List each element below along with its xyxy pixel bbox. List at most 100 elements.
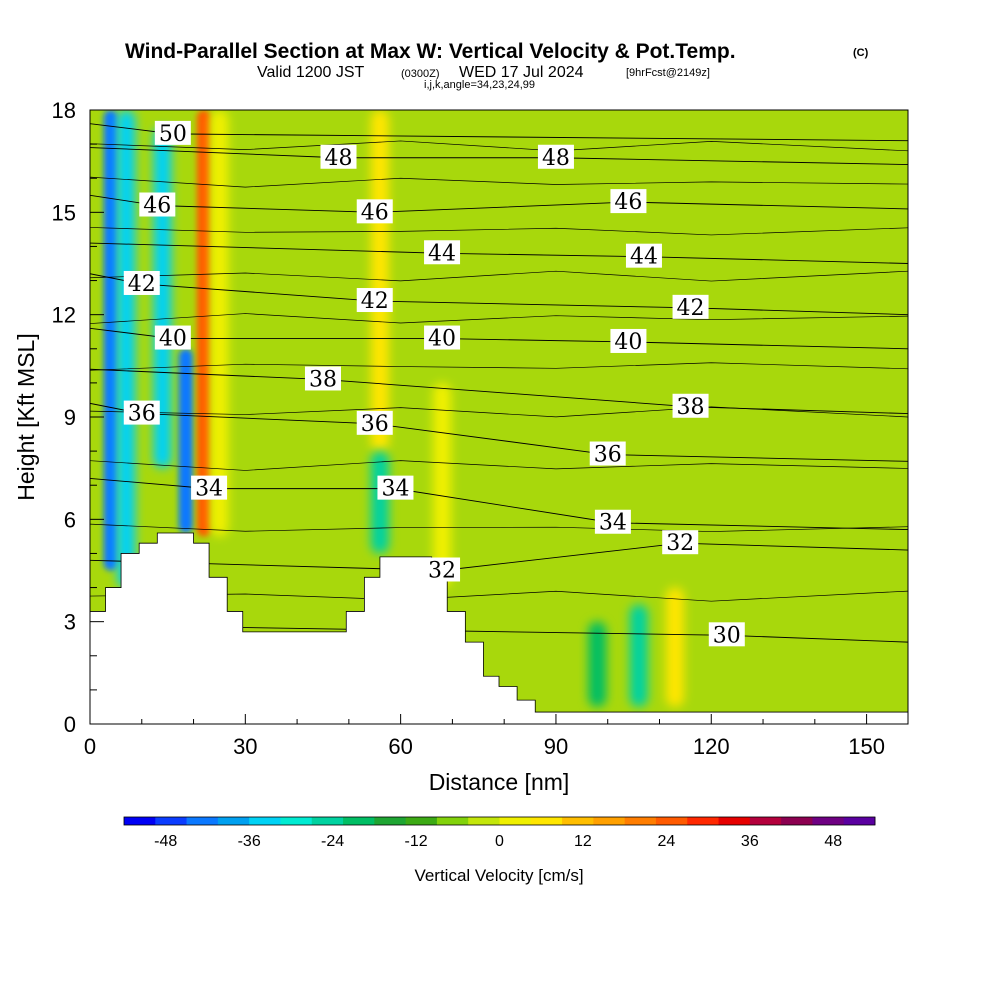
colorbar-tick-label: 0 — [495, 833, 504, 850]
colorbar-swatch — [374, 817, 407, 825]
contour-label: 34 — [377, 475, 414, 502]
contour-label: 36 — [123, 400, 160, 427]
theta-contour-line — [90, 523, 908, 532]
contour-label: 36 — [589, 441, 626, 468]
contour-labels: 50 48 48 46 46 46 44 44 42 42 42 40 40 40 38 38 36 36 36 34… — [123, 120, 745, 648]
contour-label-text: 40 — [614, 330, 642, 355]
colorbar-tick-label: -24 — [321, 833, 344, 850]
colorbar-swatch — [687, 817, 719, 825]
y-axis: 0 3 6 9 12 15 18 — [52, 98, 104, 737]
contour-label-box — [589, 441, 626, 466]
theta-contour-line — [90, 542, 908, 571]
theta-contour-line — [90, 242, 908, 264]
theta-contour-line — [90, 176, 908, 188]
colorbar-tick-label: 24 — [657, 833, 675, 850]
colorbar-frame — [123, 816, 876, 826]
contour-label: 40 — [424, 325, 461, 352]
contour-label-text: 38 — [677, 395, 705, 420]
contour-label-text: 32 — [428, 559, 456, 584]
colorbar-swatch — [405, 817, 438, 825]
contour-label: 34 — [594, 509, 631, 536]
contour-label: 50 — [154, 120, 191, 147]
y-tick-label: 3 — [64, 610, 76, 635]
contour-label-text: 44 — [630, 245, 658, 270]
colorbar-swatch — [624, 817, 657, 825]
velocity-band — [588, 621, 607, 707]
contour-label: 40 — [154, 325, 191, 352]
contour-label: 48 — [320, 144, 357, 171]
contour-label: 38 — [304, 366, 341, 392]
velocity-band — [370, 110, 389, 452]
velocity-band — [433, 382, 452, 588]
valid-date: WED 17 Jul 2024 — [459, 64, 584, 81]
contour-label-box — [424, 240, 461, 265]
contour-label-text: 40 — [428, 327, 456, 352]
contour-label: 34 — [191, 475, 228, 502]
forecast-info: [9hrFcst@2149z] — [626, 67, 710, 79]
contour-label-text: 44 — [428, 241, 456, 266]
x-tick-label: 30 — [233, 734, 257, 759]
contour-label-text: 32 — [666, 531, 694, 556]
x-tick-label: 0 — [84, 734, 96, 759]
contour-label-text: 46 — [143, 194, 171, 219]
colorbar-swatch — [562, 817, 594, 825]
contour-label-box — [356, 288, 393, 313]
colorbar-swatch — [781, 817, 813, 825]
contour-label-text: 34 — [599, 511, 627, 536]
contour-label-box — [594, 509, 631, 534]
contour-label: 42 — [672, 294, 709, 321]
colorbar-tick-label: -48 — [154, 833, 177, 850]
contour-label-text: 48 — [325, 146, 353, 171]
contour-label: 44 — [424, 240, 461, 266]
contour-label: 42 — [356, 288, 393, 314]
contour-label-text: 36 — [128, 402, 156, 427]
colorbar: -48 -36 -24 -12 0 12 24 36 48 — [123, 816, 876, 850]
y-tick-label: 0 — [64, 712, 76, 737]
contour-label-text: 38 — [309, 367, 337, 392]
velocity-band — [178, 348, 193, 533]
contour-label-box — [123, 270, 160, 295]
theta-contour-line — [90, 313, 908, 324]
contour-label: 46 — [356, 199, 393, 225]
y-tick-label: 18 — [52, 98, 76, 123]
velocity-band — [370, 451, 389, 554]
contour-label-text: 30 — [713, 623, 741, 648]
y-tick-label: 12 — [52, 303, 76, 328]
colorbar-swatch — [593, 817, 626, 825]
colorbar-swatch — [436, 817, 469, 825]
theta-contour-line — [90, 140, 908, 152]
colorbar-swatch — [718, 817, 751, 825]
theta-contour-line — [90, 406, 908, 418]
colorbar-tick-label: 36 — [741, 833, 759, 850]
contour-label-text: 42 — [361, 289, 389, 314]
colorbar-swatch — [655, 817, 688, 825]
colorbar-swatch — [343, 817, 375, 825]
theta-contour-line — [90, 270, 908, 282]
contour-label-box — [154, 120, 191, 145]
contour-label: 46 — [139, 192, 176, 219]
colorbar-swatch — [249, 817, 281, 825]
contour-label-box — [672, 294, 709, 319]
colorbar-swatch — [311, 817, 344, 825]
velocity-band — [210, 110, 229, 537]
contour-label-box — [662, 530, 699, 555]
colorbar-tick-label: -12 — [404, 833, 427, 850]
colorbar-swatch — [843, 817, 876, 825]
contour-label: 46 — [610, 189, 647, 215]
contour-label-text: 34 — [195, 477, 223, 502]
contour-label-text: 46 — [361, 200, 389, 225]
colorbar-swatch — [155, 817, 187, 825]
contour-label-box — [537, 144, 574, 169]
contour-label-box — [139, 192, 176, 217]
x-axis: 0 30 60 90 120 150 — [84, 714, 885, 759]
chart-title: Wind-Parallel Section at Max W: Vertical… — [125, 40, 736, 63]
contour-label-text: 46 — [614, 190, 642, 215]
contour-label-text: 34 — [381, 477, 409, 502]
colorbar-tick-label: 12 — [574, 833, 592, 850]
colorbar-swatch — [812, 817, 845, 825]
theta-contour-line — [90, 147, 908, 166]
colorbar-label: Vertical Velocity [cm/s] — [414, 866, 583, 885]
contour-label-box — [625, 243, 662, 268]
contour-label-box — [154, 325, 191, 350]
